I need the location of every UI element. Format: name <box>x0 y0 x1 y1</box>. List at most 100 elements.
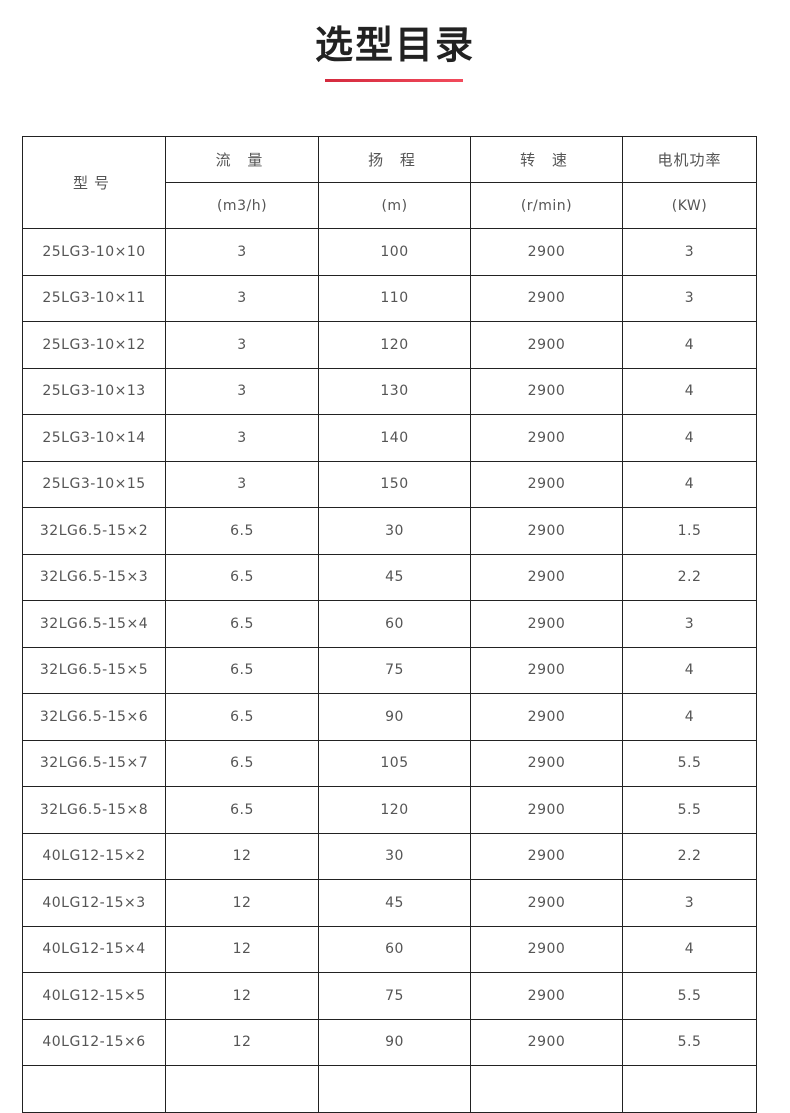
cell-head: 130 <box>318 367 471 415</box>
header-power-unit: (KW) <box>622 182 757 229</box>
cell-head: 30 <box>318 507 471 555</box>
cell-model: 25LG3-10×13 <box>22 367 166 415</box>
cell-model: 40LG12-15×2 <box>22 832 166 880</box>
cell-power: 5.5 <box>622 739 757 787</box>
cell-model: 32LG6.5-15×7 <box>22 739 166 787</box>
table-row: 40LG12-15×6 12 90 2900 5.5 <box>22 1018 757 1066</box>
cell-head: 45 <box>318 553 471 601</box>
cell-speed: 2900 <box>470 786 623 834</box>
cell-speed: 2900 <box>470 274 623 322</box>
cell-head: 60 <box>318 925 471 973</box>
cell-power: 4 <box>622 321 757 369</box>
table-row: 40LG12-15×5 12 75 2900 5.5 <box>22 972 757 1020</box>
cell-head: 110 <box>318 274 471 322</box>
cell-flow: 3 <box>165 414 319 462</box>
cell-flow: 3 <box>165 367 319 415</box>
cell-model: 32LG6.5-15×5 <box>22 646 166 694</box>
header-power: 电机功率 <box>622 136 757 183</box>
table-row: 32LG6.5-15×2 6.5 30 2900 1.5 <box>22 507 757 555</box>
cell-power: 5.5 <box>622 972 757 1020</box>
table-row-partial <box>22 1065 757 1113</box>
cell-head: 120 <box>318 786 471 834</box>
cell-speed: 2900 <box>470 414 623 462</box>
cell-head: 45 <box>318 879 471 927</box>
header-speed: 转 速 <box>470 136 623 183</box>
header-flow-unit: (m3/h) <box>165 182 319 229</box>
header-flow: 流 量 <box>165 136 319 183</box>
table-row: 32LG6.5-15×5 6.5 75 2900 4 <box>22 646 757 694</box>
table-row: 32LG6.5-15×4 6.5 60 2900 3 <box>22 600 757 648</box>
page-title: 选型目录 <box>314 23 475 67</box>
cell-model: 25LG3-10×14 <box>22 414 166 462</box>
cell-speed: 2900 <box>470 367 623 415</box>
cell-flow: 12 <box>165 879 319 927</box>
cell-flow: 12 <box>165 972 319 1020</box>
cell-model: 25LG3-10×11 <box>22 274 166 322</box>
cell-head: 105 <box>318 739 471 787</box>
table-row: 40LG12-15×3 12 45 2900 3 <box>22 879 757 927</box>
table-row: 32LG6.5-15×3 6.5 45 2900 2.2 <box>22 553 757 601</box>
cell-flow: 6.5 <box>165 693 319 741</box>
cell-model: 32LG6.5-15×2 <box>22 507 166 555</box>
cell-head: 150 <box>318 460 471 508</box>
cell-flow: 6.5 <box>165 553 319 601</box>
cell-speed: 2900 <box>470 600 623 648</box>
cell-flow: 6.5 <box>165 739 319 787</box>
cell-empty <box>318 1065 471 1113</box>
table-row: 25LG3-10×15 3 150 2900 4 <box>22 460 757 508</box>
cell-empty <box>165 1065 319 1113</box>
table-row: 25LG3-10×10 3 100 2900 3 <box>22 228 757 276</box>
cell-model: 32LG6.5-15×8 <box>22 786 166 834</box>
table-row: 25LG3-10×12 3 120 2900 4 <box>22 321 757 369</box>
cell-head: 75 <box>318 972 471 1020</box>
cell-flow: 6.5 <box>165 646 319 694</box>
cell-power: 3 <box>622 228 757 276</box>
cell-speed: 2900 <box>470 693 623 741</box>
header-head: 扬 程 <box>318 136 471 183</box>
table-row: 32LG6.5-15×7 6.5 105 2900 5.5 <box>22 739 757 787</box>
table-row: 25LG3-10×11 3 110 2900 3 <box>22 274 757 322</box>
cell-power: 2.2 <box>622 553 757 601</box>
cell-head: 120 <box>318 321 471 369</box>
cell-power: 3 <box>622 600 757 648</box>
cell-model: 40LG12-15×6 <box>22 1018 166 1066</box>
cell-power: 3 <box>622 274 757 322</box>
table-row: 32LG6.5-15×8 6.5 120 2900 5.5 <box>22 786 757 834</box>
table-row: 40LG12-15×4 12 60 2900 4 <box>22 925 757 973</box>
cell-model: 40LG12-15×3 <box>22 879 166 927</box>
cell-flow: 3 <box>165 228 319 276</box>
table-row: 25LG3-10×13 3 130 2900 4 <box>22 367 757 415</box>
cell-model: 32LG6.5-15×6 <box>22 693 166 741</box>
cell-flow: 3 <box>165 274 319 322</box>
cell-speed: 2900 <box>470 646 623 694</box>
cell-model: 25LG3-10×15 <box>22 460 166 508</box>
cell-flow: 12 <box>165 832 319 880</box>
cell-speed: 2900 <box>470 739 623 787</box>
cell-power: 4 <box>622 925 757 973</box>
table-row: 40LG12-15×2 12 30 2900 2.2 <box>22 832 757 880</box>
cell-speed: 2900 <box>470 925 623 973</box>
cell-speed: 2900 <box>470 1018 623 1066</box>
header-model: 型号 <box>22 136 166 229</box>
cell-flow: 6.5 <box>165 600 319 648</box>
cell-speed: 2900 <box>470 972 623 1020</box>
cell-model: 25LG3-10×12 <box>22 321 166 369</box>
cell-head: 30 <box>318 832 471 880</box>
cell-head: 75 <box>318 646 471 694</box>
title-underline <box>325 79 463 82</box>
cell-head: 90 <box>318 693 471 741</box>
cell-model: 40LG12-15×4 <box>22 925 166 973</box>
table-row: 25LG3-10×14 3 140 2900 4 <box>22 414 757 462</box>
cell-speed: 2900 <box>470 832 623 880</box>
cell-speed: 2900 <box>470 553 623 601</box>
cell-empty <box>470 1065 623 1113</box>
cell-power: 3 <box>622 879 757 927</box>
selection-table: 型号 流 量 扬 程 转 速 电机功率 (m3/h) (m) (r/min) (… <box>22 136 757 1113</box>
cell-flow: 12 <box>165 1018 319 1066</box>
cell-head: 60 <box>318 600 471 648</box>
cell-empty <box>22 1065 166 1113</box>
header-speed-unit: (r/min) <box>470 182 623 229</box>
cell-model: 25LG3-10×10 <box>22 228 166 276</box>
cell-flow: 6.5 <box>165 507 319 555</box>
cell-empty <box>622 1065 757 1113</box>
